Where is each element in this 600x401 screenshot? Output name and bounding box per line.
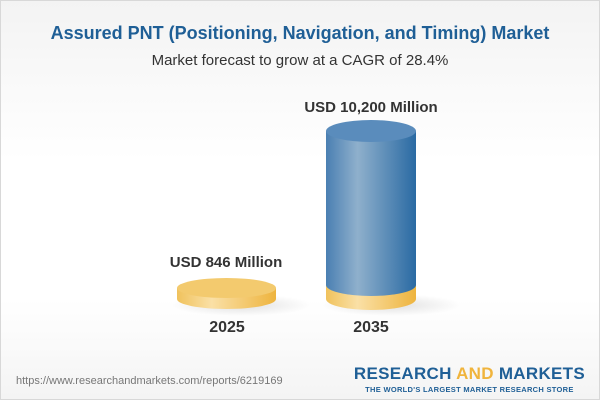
logo-text-and: AND (456, 364, 494, 383)
value-label-2035: USD 10,200 Million (304, 99, 438, 116)
year-label-2035: 2035 (353, 319, 389, 336)
logo-text-research: RESEARCH (353, 364, 457, 383)
year-label-2025: 2025 (209, 319, 245, 336)
chart-title: Assured PNT (Positioning, Navigation, an… (50, 23, 550, 43)
chart-subtitle: Market forecast to grow at a CAGR of 28.… (151, 52, 449, 69)
bar-2035 (321, 120, 461, 316)
logo-text-markets: MARKETS (493, 364, 585, 383)
research-and-markets-logo[interactable]: RESEARCH AND MARKETS THE WORLD'S LARGEST… (354, 364, 585, 394)
source-url[interactable]: https://www.researchandmarkets.com/repor… (16, 375, 283, 387)
value-label-2025: USD 846 Million (169, 254, 283, 271)
bar-2025 (171, 278, 311, 316)
logo-tagline: THE WORLD'S LARGEST MARKET RESEARCH STOR… (365, 385, 574, 394)
